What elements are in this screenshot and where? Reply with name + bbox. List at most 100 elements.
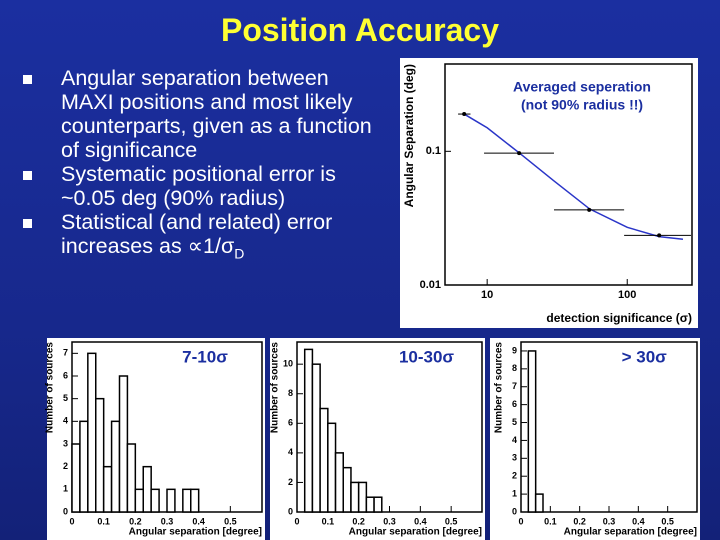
data-point	[517, 151, 522, 156]
histogram-bar	[126, 443, 137, 513]
histogram-bar	[182, 488, 192, 513]
bullet-marker	[23, 219, 32, 228]
bullet-text: Angular separation between MAXI position…	[61, 66, 372, 162]
histogram-bar	[319, 407, 329, 513]
y-tick-label: 8	[288, 388, 293, 398]
y-tick-label: 10	[283, 359, 293, 369]
y-tick-label: 6	[63, 370, 68, 380]
x-axis-label: Angular separation [degree]	[129, 527, 262, 538]
y-tick-label: 6	[512, 399, 517, 409]
histogram-bar	[95, 397, 105, 513]
bullet: Systematic positional error is ~0.05 deg…	[0, 162, 380, 210]
y-tick-label: 0	[288, 506, 293, 516]
x-tick-label: 0.1	[97, 516, 110, 526]
y-tick-label: 0	[63, 506, 68, 516]
y-tick-label: 4	[512, 435, 517, 445]
y-tick-label: 8	[512, 363, 517, 373]
y-tick-label: 2	[63, 461, 68, 471]
histogram-bar	[166, 488, 176, 513]
bullet-marker	[23, 171, 32, 180]
y-tick-label: 6	[288, 418, 293, 428]
x-axis-label: Angular separation [degree]	[564, 527, 697, 538]
y-axis-label: Number of sources	[45, 342, 56, 434]
y-tick-label: 5	[63, 393, 68, 403]
histogram-bar	[87, 352, 97, 513]
y-tick-label: 1	[63, 484, 68, 494]
x-tick-label: 0.4	[414, 516, 427, 526]
x-tick-label: 0.2	[129, 516, 142, 526]
bullet: Angular separation between MAXI position…	[0, 66, 380, 162]
histogram-bar	[311, 363, 321, 513]
y-axis-label: Number of sources	[270, 342, 281, 434]
histogram-bar	[365, 496, 375, 513]
histogram-bar	[303, 348, 314, 513]
x-tick-label: 0.3	[603, 516, 616, 526]
chart-panel	[400, 58, 698, 328]
y-axis-label: Number of sources	[494, 342, 505, 434]
x-tick-label: 0.5	[445, 516, 458, 526]
y-tick-label: 5	[512, 417, 517, 427]
y-tick-label: 0	[512, 506, 517, 516]
bullet: Statistical (and related) error increase…	[0, 210, 380, 265]
data-point	[657, 233, 662, 238]
x-tick-label: 0.5	[661, 516, 674, 526]
plot-frame	[444, 63, 693, 286]
histogram-bar	[373, 496, 383, 513]
annotation: 7-10σ	[182, 347, 228, 366]
y-tick-label: 4	[63, 416, 68, 426]
bullet-marker	[23, 75, 32, 84]
histogram-bar	[350, 481, 360, 513]
histogram-bar	[134, 488, 144, 513]
x-axis-label: detection significance (σ)	[546, 311, 692, 325]
y-tick-label: 7	[63, 348, 68, 358]
y-tick-label: 1	[512, 488, 517, 498]
annotation: (not 90% radius !!)	[521, 97, 643, 113]
x-tick-label: 0	[518, 516, 523, 526]
bullet-list: Angular separation between MAXI position…	[0, 66, 380, 265]
histogram-bar	[110, 420, 121, 513]
slide-title: Position Accuracy	[220, 12, 499, 48]
x-tick-label: 0.2	[352, 516, 365, 526]
x-tick-label: 0.2	[573, 516, 586, 526]
x-axis-label: Angular separation [degree]	[349, 527, 482, 538]
y-tick-label: 4	[288, 447, 293, 457]
x-tick-label: 10	[481, 289, 493, 301]
histogram-bar	[102, 465, 113, 513]
histogram-bar	[190, 488, 200, 513]
bullet-subscript: D	[234, 245, 245, 262]
y-tick-label: 9	[512, 345, 517, 355]
histogram-bar	[150, 488, 160, 513]
chart-panel	[490, 338, 700, 540]
y-tick-label: 3	[512, 453, 517, 463]
x-tick-label: 0.3	[161, 516, 174, 526]
x-tick-label: 100	[618, 289, 636, 301]
x-tick-label: 0.1	[544, 516, 557, 526]
x-tick-label: 0	[294, 516, 299, 526]
y-tick-label: 0.1	[426, 145, 441, 157]
histogram-bar	[527, 350, 537, 513]
y-tick-label: 3	[63, 438, 68, 448]
x-tick-label: 0.4	[632, 516, 645, 526]
histogram-bar	[342, 466, 352, 513]
y-tick-label: 0.01	[420, 279, 441, 291]
bullet-text: Statistical (and related) error increase…	[61, 210, 333, 258]
y-tick-label: 2	[512, 471, 517, 481]
data-point	[587, 207, 592, 212]
bullet-text: Systematic positional error is ~0.05 deg…	[61, 162, 336, 210]
data-point	[462, 112, 467, 117]
histogram-bar	[327, 422, 337, 513]
x-tick-label: 0.1	[322, 516, 335, 526]
x-tick-label: 0.3	[383, 516, 396, 526]
histogram-bar	[118, 375, 129, 513]
annotation: 10-30σ	[399, 347, 454, 366]
histogram-bar	[142, 465, 152, 513]
x-tick-label: 0.5	[224, 516, 237, 526]
y-tick-label: 7	[512, 381, 517, 391]
y-tick-label: 2	[288, 477, 293, 487]
histogram-bar	[534, 493, 544, 513]
histogram-bar	[357, 481, 368, 513]
histogram-bar	[71, 443, 81, 513]
annotation: > 30σ	[622, 347, 668, 366]
